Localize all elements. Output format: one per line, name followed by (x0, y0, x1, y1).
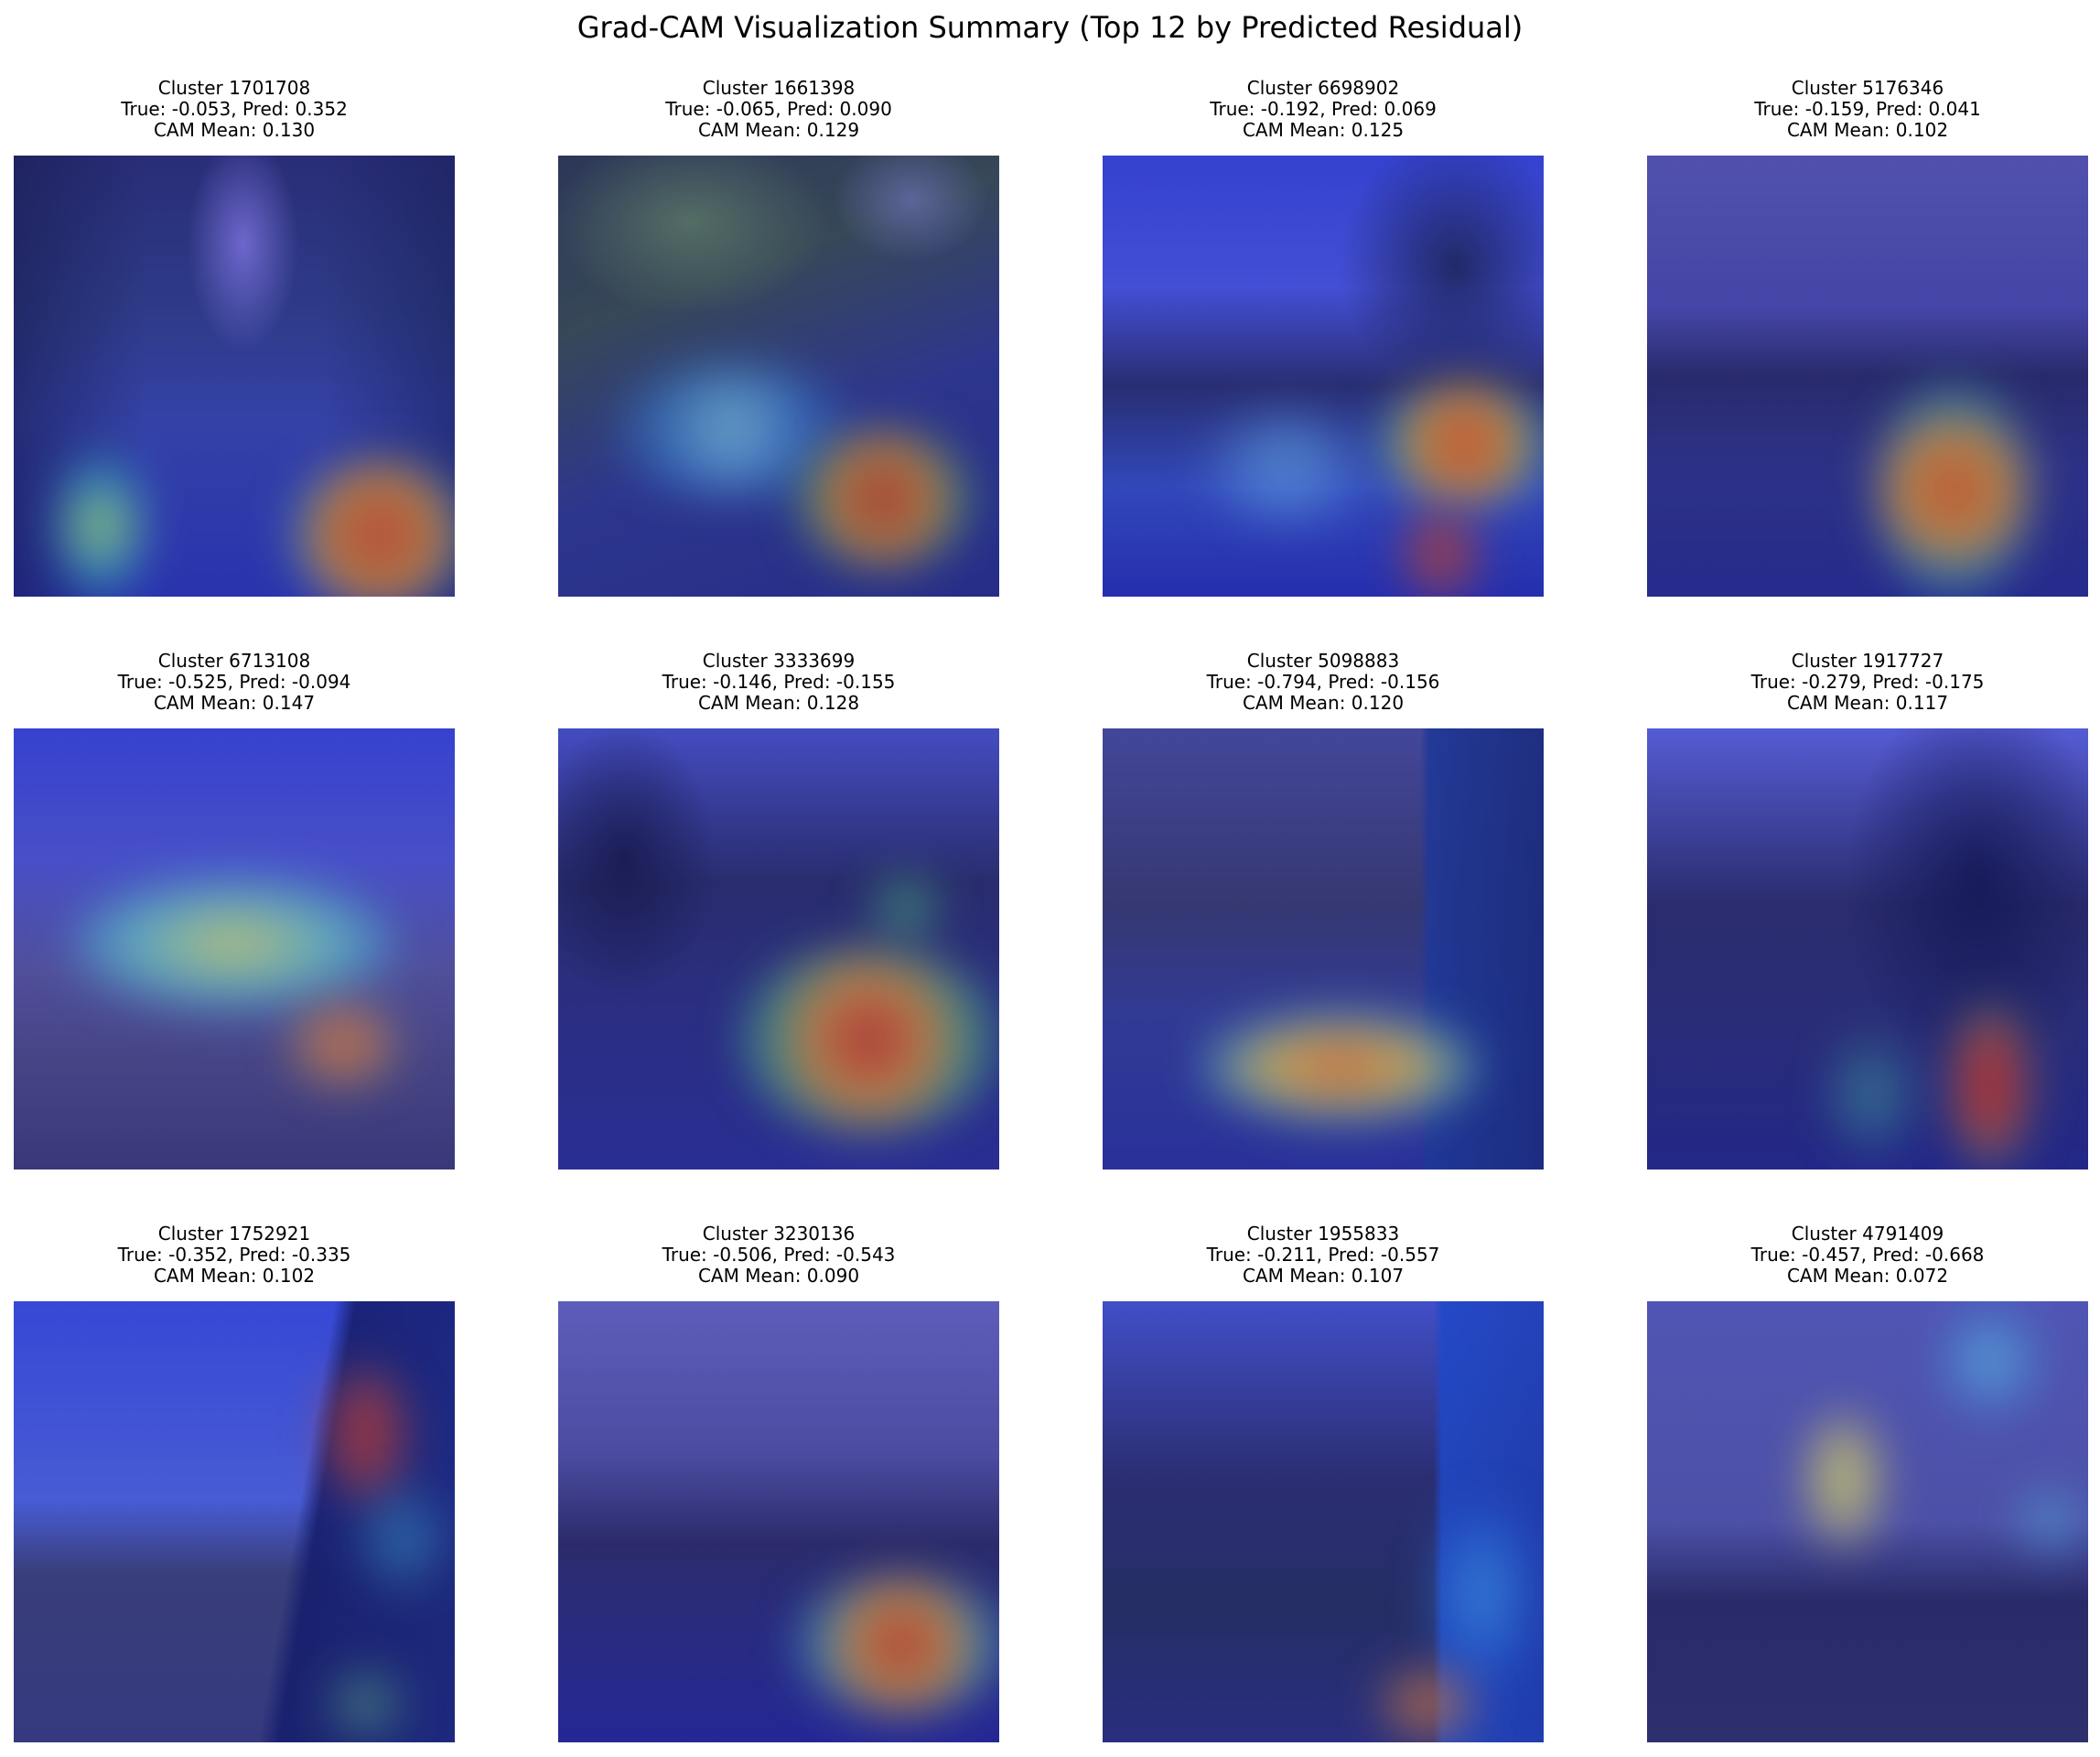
gradcam-panel: Cluster 6713108 True: -0.525, Pred: -0.0… (14, 651, 455, 1170)
true-pred-label: True: -0.352, Pred: -0.335 (117, 1244, 351, 1266)
panel-title: Cluster 5176346 True: -0.159, Pred: 0.04… (1593, 78, 2100, 141)
true-pred-label: True: -0.794, Pred: -0.156 (1206, 671, 1440, 693)
gradcam-image (14, 728, 455, 1170)
true-pred-label: True: -0.279, Pred: -0.175 (1750, 671, 1985, 693)
panel-title: Cluster 5098883 True: -0.794, Pred: -0.1… (1049, 651, 1598, 714)
cam-mean-label: CAM Mean: 0.120 (1242, 692, 1405, 714)
gradcam-image (14, 156, 455, 597)
figure-title: Grad-CAM Visualization Summary (Top 12 b… (576, 10, 1524, 45)
cam-mean-label: CAM Mean: 0.117 (1786, 692, 1949, 714)
gradcam-image (558, 728, 999, 1170)
cluster-label: Cluster 1661398 (702, 77, 856, 99)
cluster-label: Cluster 1955833 (1246, 1223, 1400, 1245)
gradcam-image (558, 156, 999, 597)
gradcam-panel: Cluster 1917727 True: -0.279, Pred: -0.1… (1647, 651, 2088, 1170)
cam-mean-label: CAM Mean: 0.102 (1786, 119, 1949, 141)
true-pred-label: True: -0.146, Pred: -0.155 (662, 671, 896, 693)
cam-mean-label: CAM Mean: 0.090 (697, 1265, 860, 1287)
cam-mean-label: CAM Mean: 0.130 (153, 119, 316, 141)
cluster-label: Cluster 5098883 (1246, 650, 1400, 672)
cluster-label: Cluster 6713108 (157, 650, 311, 672)
gradcam-panel: Cluster 6698902 True: -0.192, Pred: 0.06… (1103, 78, 1544, 597)
cluster-label: Cluster 1701708 (157, 77, 311, 99)
cluster-label: Cluster 3230136 (702, 1223, 856, 1245)
panel-title: Cluster 6713108 True: -0.525, Pred: -0.0… (0, 651, 509, 714)
gradcam-image (558, 1301, 999, 1742)
cam-mean-label: CAM Mean: 0.129 (697, 119, 860, 141)
true-pred-label: True: -0.506, Pred: -0.543 (662, 1244, 896, 1266)
panel-title: Cluster 1917727 True: -0.279, Pred: -0.1… (1593, 651, 2100, 714)
gradcam-image (1647, 728, 2088, 1170)
gradcam-panel: Cluster 1955833 True: -0.211, Pred: -0.5… (1103, 1223, 1544, 1742)
cluster-label: Cluster 1917727 (1791, 650, 1944, 672)
gradcam-panel: Cluster 3230136 True: -0.506, Pred: -0.5… (558, 1223, 999, 1742)
gradcam-panel: Cluster 1752921 True: -0.352, Pred: -0.3… (14, 1223, 455, 1742)
gradcam-panel: Cluster 5176346 True: -0.159, Pred: 0.04… (1647, 78, 2088, 597)
true-pred-label: True: -0.053, Pred: 0.352 (121, 98, 348, 120)
cluster-label: Cluster 4791409 (1791, 1223, 1944, 1245)
panel-title: Cluster 3333699 True: -0.146, Pred: -0.1… (504, 651, 1053, 714)
cluster-label: Cluster 1752921 (157, 1223, 311, 1245)
true-pred-label: True: -0.525, Pred: -0.094 (117, 671, 351, 693)
cluster-label: Cluster 6698902 (1246, 77, 1400, 99)
gradcam-panel: Cluster 4791409 True: -0.457, Pred: -0.6… (1647, 1223, 2088, 1742)
true-pred-label: True: -0.192, Pred: 0.069 (1210, 98, 1437, 120)
true-pred-label: True: -0.457, Pred: -0.668 (1750, 1244, 1985, 1266)
gradcam-panel: Cluster 3333699 True: -0.146, Pred: -0.1… (558, 651, 999, 1170)
true-pred-label: True: -0.211, Pred: -0.557 (1206, 1244, 1440, 1266)
cam-mean-label: CAM Mean: 0.125 (1242, 119, 1405, 141)
gradcam-image (1103, 1301, 1544, 1742)
cam-mean-label: CAM Mean: 0.072 (1786, 1265, 1949, 1287)
gradcam-panel: Cluster 1701708 True: -0.053, Pred: 0.35… (14, 78, 455, 597)
panel-title: Cluster 6698902 True: -0.192, Pred: 0.06… (1049, 78, 1598, 141)
cluster-label: Cluster 3333699 (702, 650, 856, 672)
true-pred-label: True: -0.065, Pred: 0.090 (665, 98, 892, 120)
gradcam-image (1647, 156, 2088, 597)
gradcam-image (14, 1301, 455, 1742)
cam-mean-label: CAM Mean: 0.147 (153, 692, 316, 714)
gradcam-image (1647, 1301, 2088, 1742)
cam-mean-label: CAM Mean: 0.107 (1242, 1265, 1405, 1287)
panel-title: Cluster 1955833 True: -0.211, Pred: -0.5… (1049, 1223, 1598, 1287)
panel-title: Cluster 1752921 True: -0.352, Pred: -0.3… (0, 1223, 509, 1287)
cam-mean-label: CAM Mean: 0.128 (697, 692, 860, 714)
panel-title: Cluster 3230136 True: -0.506, Pred: -0.5… (504, 1223, 1053, 1287)
gradcam-panel: Cluster 1661398 True: -0.065, Pred: 0.09… (558, 78, 999, 597)
cam-mean-label: CAM Mean: 0.102 (153, 1265, 316, 1287)
panel-title: Cluster 4791409 True: -0.457, Pred: -0.6… (1593, 1223, 2100, 1287)
cluster-label: Cluster 5176346 (1791, 77, 1944, 99)
gradcam-image (1103, 156, 1544, 597)
gradcam-panel: Cluster 5098883 True: -0.794, Pred: -0.1… (1103, 651, 1544, 1170)
panel-title: Cluster 1661398 True: -0.065, Pred: 0.09… (504, 78, 1053, 141)
true-pred-label: True: -0.159, Pred: 0.041 (1754, 98, 1981, 120)
gradcam-image (1103, 728, 1544, 1170)
panel-title: Cluster 1701708 True: -0.053, Pred: 0.35… (0, 78, 509, 141)
